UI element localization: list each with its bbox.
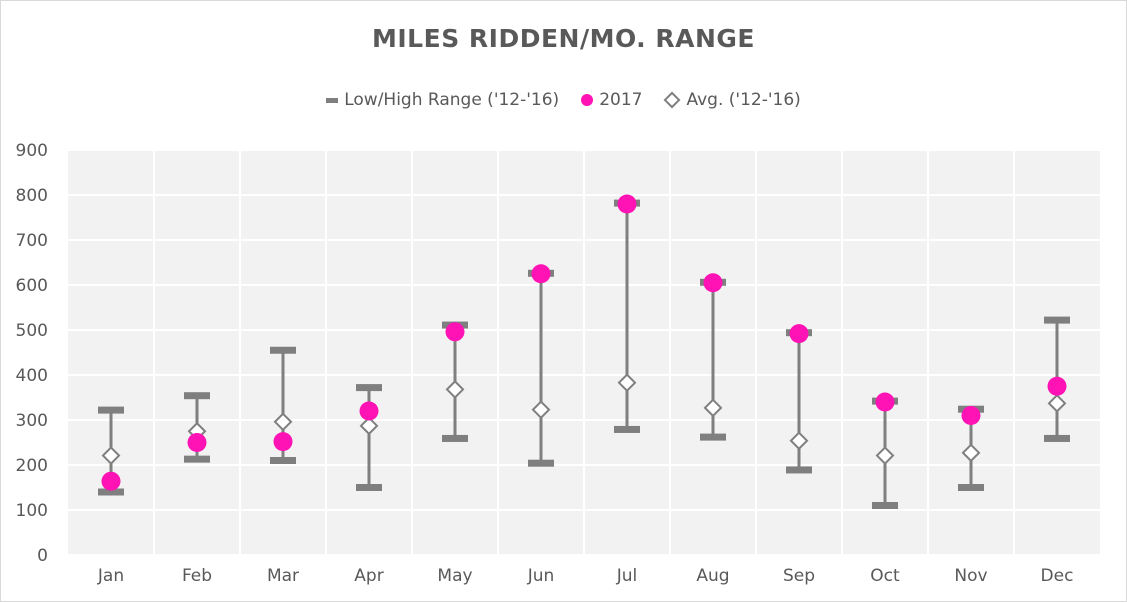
low-marker [614, 425, 640, 433]
low-marker [528, 459, 554, 467]
low-marker [958, 484, 984, 491]
avg-point [445, 379, 465, 399]
low-marker [786, 466, 812, 474]
low-marker [98, 488, 124, 496]
point-2017 [789, 324, 809, 344]
x-tick-label: Apr [354, 566, 383, 586]
avg-point [359, 416, 379, 436]
y-tick-label: 300 [16, 411, 48, 431]
legend-label-avg: Avg. ('12-'16) [686, 90, 801, 110]
y-tick-label: 600 [16, 276, 48, 296]
high-marker [270, 346, 296, 354]
x-tick-label: Jun [527, 566, 555, 586]
x-tick-label: Jul [616, 566, 638, 586]
legend-dash-marker [326, 97, 339, 103]
legend-item-2017: 2017 [581, 90, 642, 110]
y-tick-label: 100 [16, 501, 48, 521]
x-tick-label: Mar [267, 566, 299, 586]
y-tick-label: 800 [16, 186, 48, 206]
y-tick-label: 400 [16, 366, 48, 386]
point-2017 [445, 322, 465, 342]
avg-point [531, 400, 551, 420]
y-tick-label: 0 [37, 546, 48, 566]
legend-label-2017: 2017 [599, 90, 643, 110]
point-2017 [617, 194, 637, 214]
point-2017 [187, 433, 207, 452]
avg-point [617, 373, 637, 393]
y-tick-label: 900 [16, 141, 48, 161]
high-marker [184, 392, 210, 400]
chart-title: MILES RIDDEN/MO. RANGE [372, 24, 755, 53]
x-tick-label: Sep [783, 566, 815, 586]
x-tick-label: Feb [182, 566, 212, 586]
point-2017 [961, 406, 981, 425]
legend-item-avg: Avg. ('12-'16) [663, 90, 801, 110]
y-tick-label: 700 [16, 231, 48, 251]
avg-point [789, 431, 809, 451]
high-marker [356, 384, 382, 392]
x-tick-label: May [437, 566, 472, 586]
avg-point [703, 398, 723, 418]
y-tick-label: 200 [16, 456, 48, 476]
point-2017 [875, 392, 895, 412]
low-marker [1044, 434, 1070, 442]
point-2017 [531, 264, 551, 284]
high-marker [1044, 316, 1070, 324]
low-marker [184, 455, 210, 463]
avg-point [961, 443, 981, 463]
avg-point [875, 446, 895, 465]
chart-legend: Low/High Range ('12-'16) 2017 Avg. ('12-… [0, 90, 1127, 110]
low-marker [356, 484, 382, 491]
low-marker [270, 457, 296, 464]
x-tick-label: Dec [1041, 566, 1074, 586]
low-marker [700, 433, 726, 441]
point-2017 [273, 432, 293, 452]
point-2017 [1047, 376, 1067, 396]
x-tick-label: Oct [870, 566, 900, 586]
x-tick-label: Jan [97, 566, 124, 586]
low-marker [872, 502, 898, 509]
x-tick-label: Aug [696, 566, 729, 586]
y-tick-label: 500 [16, 321, 48, 341]
legend-item-range: Low/High Range ('12-'16) [326, 90, 559, 110]
legend-label-range: Low/High Range ('12-'16) [344, 90, 560, 110]
point-2017 [101, 471, 121, 491]
legend-circle-marker [581, 94, 594, 106]
avg-point [1047, 393, 1067, 413]
high-marker [98, 406, 124, 414]
point-2017 [703, 273, 723, 293]
x-tick-label: Nov [954, 566, 987, 586]
avg-point [101, 446, 121, 465]
low-marker [442, 434, 468, 442]
avg-point [273, 412, 293, 432]
point-2017 [359, 401, 379, 421]
